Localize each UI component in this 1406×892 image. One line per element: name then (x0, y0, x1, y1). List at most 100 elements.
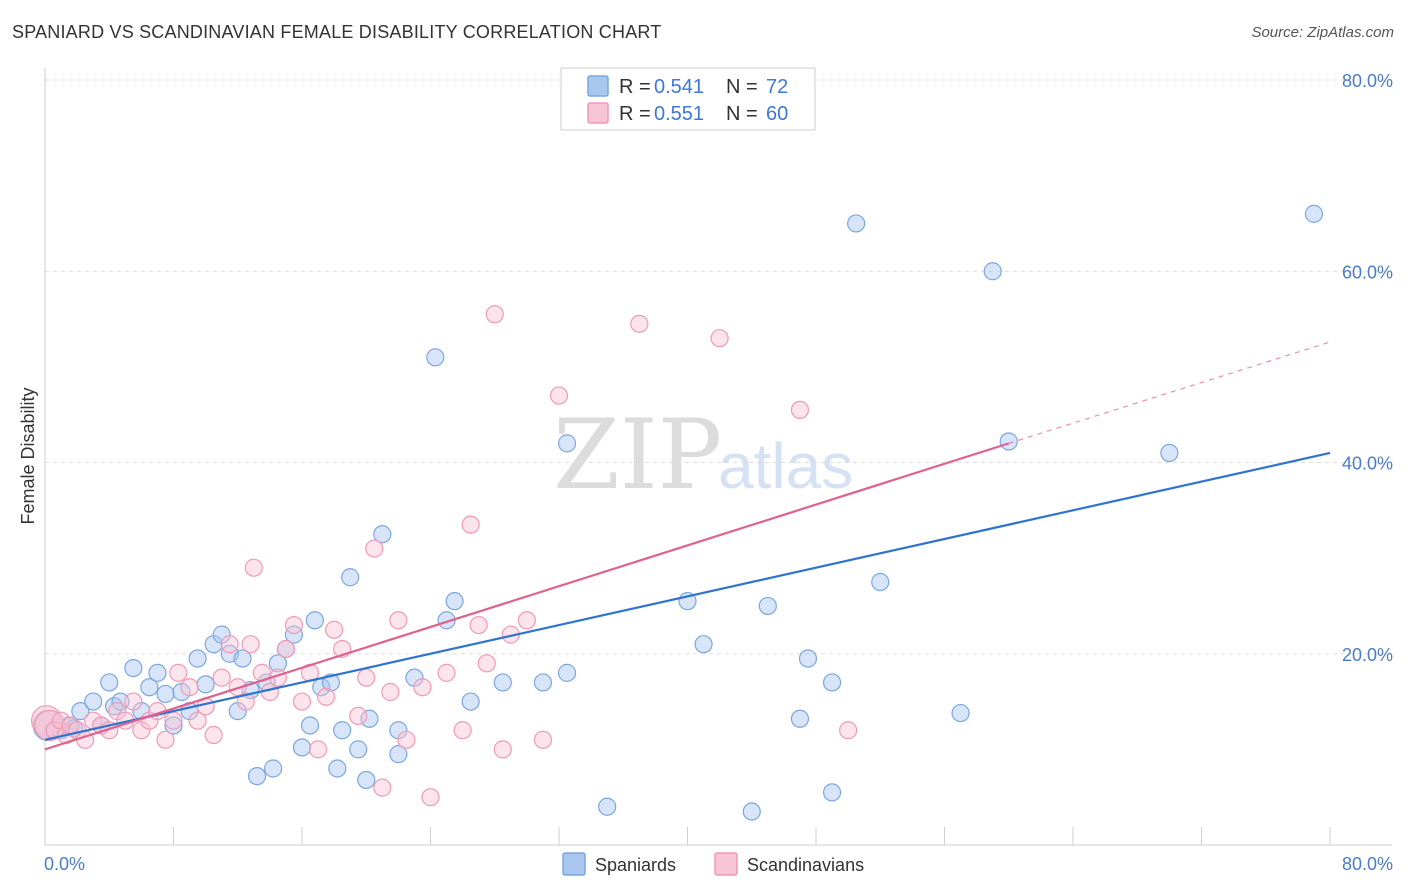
scandinavians-point-47 (397, 730, 416, 749)
scandinavians-point-29 (244, 558, 263, 577)
legend-spaniards-swatch (562, 852, 586, 876)
spaniards-point-55 (557, 434, 577, 453)
watermark: ZIP atlas (553, 399, 853, 511)
spaniards-point-28 (247, 767, 267, 786)
spaniards-n-label: N = (726, 76, 758, 98)
spaniards-point-68 (951, 703, 970, 723)
spaniards-point-46 (389, 745, 408, 764)
scandinavians-point-44 (373, 778, 392, 797)
scandinavians-point-53 (469, 615, 488, 635)
scandinavians-point-13 (124, 692, 143, 711)
spaniards-point-54 (533, 673, 553, 692)
scandinavians-point-48 (413, 678, 432, 697)
scandinavians-point-58 (517, 611, 536, 630)
spaniards-point-12 (124, 658, 143, 678)
spaniards-legend-swatch (587, 75, 609, 97)
spaniards-points (32, 204, 1324, 821)
spaniards-trend-line (44, 451, 1331, 741)
spaniards-point-71 (1160, 443, 1179, 463)
scandinavians-point-28 (241, 635, 260, 654)
scandinavians-point-19 (169, 663, 188, 682)
spaniards-point-36 (305, 611, 324, 630)
watermark-zip: ZIP (553, 399, 722, 511)
scandinavians-point-39 (325, 620, 344, 639)
spaniards-n-value: 72 (766, 76, 788, 98)
watermark-atlas: atlas (718, 430, 853, 502)
spaniards-point-72 (1304, 204, 1324, 223)
chart-title: SPANIARD VS SCANDINAVIAN FEMALE DISABILI… (12, 22, 662, 42)
scandinavians-point-45 (381, 682, 400, 702)
spaniards-r-value: 0.541 (654, 76, 704, 98)
scandinavians-r-value: 0.551 (654, 103, 704, 125)
y-tick-label: 40.0% (1342, 454, 1393, 474)
scandinavians-point-33 (276, 639, 296, 659)
scandinavians-point-25 (220, 635, 239, 654)
scandinavians-legend-swatch (587, 102, 609, 124)
scandinavians-point-63 (790, 400, 810, 420)
scandinavians-trend-extension (1008, 341, 1331, 444)
spaniards-point-35 (300, 716, 320, 735)
spaniards-point-52 (461, 692, 480, 711)
scandinavians-point-62 (710, 329, 729, 348)
x-tick-label-min: 0.0% (44, 854, 85, 874)
spaniards-point-56 (557, 663, 577, 682)
scandinavians-r-label: R = (619, 103, 651, 125)
spaniards-point-64 (822, 673, 842, 692)
scandinavians-point-21 (188, 711, 207, 730)
spaniards-point-17 (164, 716, 183, 735)
spaniards-point-69 (983, 262, 1002, 281)
spaniards-point-16 (156, 684, 175, 704)
scandinavians-point-46 (389, 611, 408, 630)
scandinavians-point-50 (437, 663, 456, 682)
spaniards-point-51 (445, 592, 464, 611)
spaniards-point-45 (373, 525, 392, 544)
spaniards-point-40 (333, 721, 352, 740)
trend-lines (44, 341, 1331, 751)
scandinavians-point-23 (204, 725, 223, 745)
scandinavians-trend-line (44, 442, 1010, 751)
y-axis-title: Female Disability (18, 387, 38, 524)
scandinavians-point-51 (453, 721, 472, 740)
spaniards-point-59 (694, 635, 713, 654)
scandinavians-points (31, 305, 858, 807)
stats-legend: R = 0.541 N = 72 R = 0.551 N = 60 (560, 67, 816, 131)
scandinavians-point-49 (421, 788, 440, 807)
spaniards-point-43 (357, 770, 376, 790)
scandinavians-point-37 (308, 740, 328, 759)
spaniards-point-49 (426, 348, 445, 367)
spaniards-point-41 (341, 568, 360, 587)
spaniards-point-57 (598, 797, 617, 816)
scandinavians-point-38 (316, 687, 336, 706)
spaniards-point-11 (111, 692, 130, 711)
scandinavians-point-35 (292, 692, 312, 711)
scandinavians-n-value: 60 (766, 103, 788, 125)
series-legend: Spaniards Scandinavians (562, 852, 864, 876)
scandinavians-point-17 (156, 730, 175, 749)
spaniards-r-label: R = (619, 76, 651, 98)
spaniards-point-70 (999, 432, 1018, 451)
scandinavians-point-34 (284, 615, 304, 635)
scandinavians-point-43 (365, 539, 384, 558)
spaniards-point-65 (822, 783, 842, 802)
scandinavians-n-label: N = (726, 103, 758, 125)
x-tick-labels: 0.0% 80.0% (44, 854, 1393, 874)
spaniards-point-7 (84, 692, 103, 711)
spaniards-point-44 (360, 709, 379, 728)
spaniards-point-42 (349, 740, 368, 759)
spaniards-point-66 (847, 214, 866, 233)
scandinavians-point-3 (51, 711, 71, 730)
spaniards-point-31 (268, 654, 288, 673)
scandinavians-point-18 (164, 711, 183, 730)
scandinavians-point-52 (461, 515, 480, 534)
legend-scandinavians-label: Scandinavians (747, 855, 864, 875)
scandinavians-point-20 (180, 678, 199, 697)
scandinavians-point-27 (236, 692, 255, 711)
y-tick-label: 60.0% (1342, 262, 1393, 282)
spaniards-point-61 (758, 596, 777, 616)
spaniards-point-34 (292, 738, 312, 757)
spaniards-point-67 (871, 572, 890, 592)
spaniards-point-33 (284, 625, 304, 644)
spaniards-point-60 (742, 802, 761, 821)
legend-spaniards-label: Spaniards (595, 855, 676, 875)
scandinavians-point-54 (477, 654, 496, 673)
